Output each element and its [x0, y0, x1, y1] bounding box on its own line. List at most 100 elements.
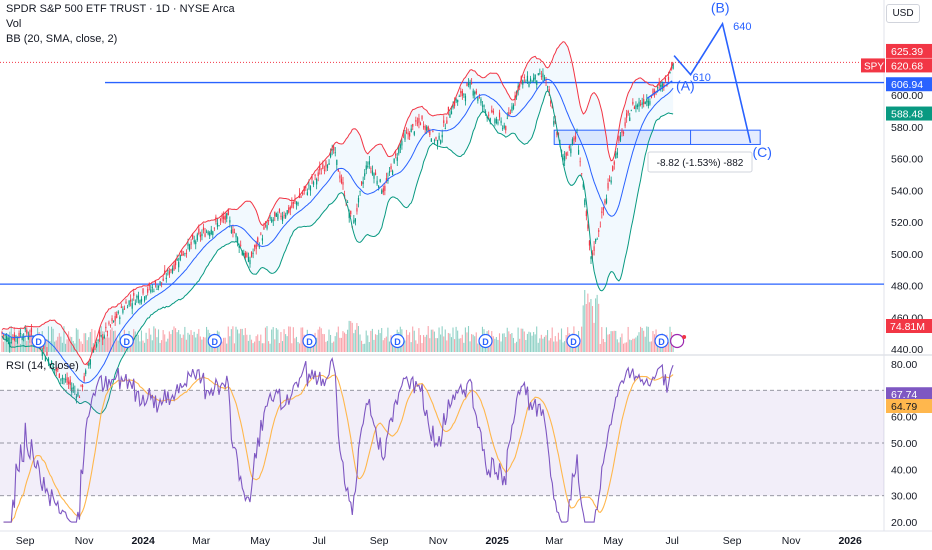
volume-bar: [516, 341, 518, 352]
candle-body: [658, 82, 660, 86]
volume-bar: [519, 338, 521, 352]
candle-body: [643, 99, 645, 105]
volume-bar: [605, 327, 607, 352]
volume-bar: [244, 328, 246, 352]
candle-body: [450, 111, 453, 115]
candle-body: [57, 368, 59, 371]
candle-body: [587, 224, 589, 229]
rsi-tick-label: 80.00: [891, 359, 917, 371]
volume-bar: [415, 340, 417, 352]
candle-body: [436, 140, 439, 145]
currency-button[interactable]: USD: [886, 4, 920, 23]
volume-bar: [176, 332, 178, 352]
candle-body: [395, 153, 397, 156]
rsi-tick-label: 40.00: [891, 464, 917, 476]
candle-body: [103, 336, 105, 338]
volume-bar: [367, 335, 369, 352]
price-axis[interactable]: 440.00460.00480.00500.00520.00540.00560.…: [861, 43, 932, 529]
candle-body: [133, 293, 135, 296]
volume-bar: [294, 338, 296, 352]
candle-body: [633, 106, 635, 109]
volume-bar: [454, 339, 456, 352]
rsi-legend[interactable]: RSI (14, close): [6, 360, 79, 372]
candle-body: [199, 234, 201, 238]
candle-body: [596, 238, 598, 240]
volume-bar: [193, 331, 195, 352]
volume-bar: [447, 332, 449, 352]
candle-body: [179, 254, 181, 261]
volume-bar: [550, 338, 552, 352]
candle-body: [15, 335, 17, 338]
candle-body: [602, 207, 604, 211]
volume-bar: [429, 338, 431, 352]
dividend-marker-label: D: [35, 337, 42, 347]
volume-bar: [246, 334, 248, 352]
candle-body: [102, 337, 104, 340]
volume-bar: [47, 326, 49, 352]
volume-bar: [585, 303, 587, 352]
volume-bar: [97, 343, 99, 352]
volume-label-bg: [886, 319, 932, 333]
volume-bar: [16, 338, 18, 352]
volume-bar: [195, 337, 197, 352]
volume-bar: [2, 341, 5, 352]
candle-body: [317, 172, 319, 176]
candle-body: [410, 128, 412, 133]
symbol-title[interactable]: SPDR S&P 500 ETF TRUST · 1D · NYSE Arca: [6, 3, 235, 15]
candle-body: [463, 93, 465, 96]
candle-body: [232, 229, 234, 233]
volume-bar: [347, 329, 349, 352]
volume-bar: [113, 331, 115, 352]
candle-body: [92, 349, 95, 353]
volume-bar: [272, 327, 274, 352]
candle-body: [41, 352, 43, 356]
volume-bar: [534, 334, 536, 352]
dividend-marker-label: D: [306, 337, 313, 347]
volume-bar: [591, 306, 594, 352]
candle-body: [277, 214, 279, 220]
candle-body: [162, 278, 164, 281]
volume-bar: [27, 331, 29, 352]
candle-body: [638, 101, 640, 107]
volume-bar: [644, 336, 646, 352]
candle-body: [537, 73, 539, 76]
volume-bar: [636, 335, 638, 352]
rsi-tick-label: 60.00: [891, 412, 917, 424]
time-tick-label: Nov: [429, 535, 448, 547]
candle-body: [27, 336, 29, 340]
candle-body: [427, 126, 429, 132]
volume-bar: [416, 343, 418, 352]
candle-body: [319, 166, 321, 171]
volume-bar: [618, 342, 620, 352]
time-axis[interactable]: Sep Nov 2024 Mar May Jul Sep Nov 2025 Mar May Jul Se…: [16, 535, 862, 547]
candle-body: [382, 188, 384, 193]
volume-bar: [343, 332, 346, 352]
volume-bar: [317, 329, 319, 352]
candle-body: [626, 113, 628, 118]
dividend-marker: [654, 333, 669, 349]
time-tick-label: Nov: [75, 535, 94, 547]
volume-legend[interactable]: Vol: [6, 18, 22, 30]
wave-label: (A): [676, 77, 695, 93]
volume-bar: [164, 334, 166, 352]
candle-body: [322, 164, 324, 169]
candle-body: [328, 163, 330, 165]
candle-body: [669, 72, 671, 74]
volume-bar: [145, 332, 147, 352]
candle-body: [632, 101, 634, 105]
candle-body: [540, 76, 542, 78]
candle-body: [254, 245, 256, 248]
volume-bar: [165, 341, 167, 352]
candle-body: [336, 159, 338, 165]
candle-body: [613, 161, 615, 165]
volume-bar: [553, 341, 555, 352]
volume-bar: [291, 343, 293, 352]
bollinger-legend[interactable]: BB (20, SMA, close, 2): [6, 33, 118, 45]
candle-body: [151, 287, 153, 288]
candle-body: [568, 146, 570, 149]
candle-body: [185, 253, 188, 255]
candle-body: [373, 173, 375, 179]
candle-body: [494, 119, 496, 124]
volume-bar: [7, 343, 9, 352]
